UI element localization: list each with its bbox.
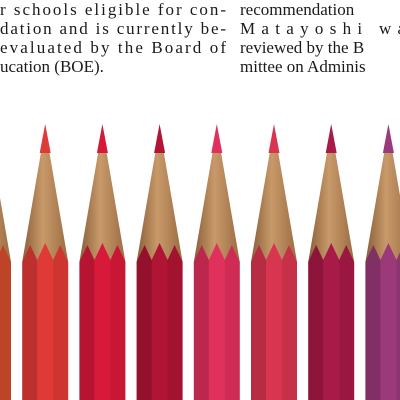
pencil-shade xyxy=(0,245,11,400)
pencil-lead xyxy=(39,124,51,153)
pencil-lead xyxy=(211,124,223,153)
pencil-shade xyxy=(282,245,297,400)
pencil-lead xyxy=(154,124,166,153)
text-line: dation and is currently be- xyxy=(0,19,226,38)
pencil-shade xyxy=(22,245,38,400)
pencil-lead xyxy=(96,124,108,153)
pencil-shade xyxy=(167,245,183,400)
pencil-wood xyxy=(0,197,11,262)
pencil-shade xyxy=(396,252,400,400)
pencil-lead xyxy=(382,124,394,153)
pencil-body xyxy=(22,243,69,400)
pencil-wood xyxy=(193,128,240,262)
pencil-shade xyxy=(308,245,324,400)
pencil-body xyxy=(308,243,355,400)
pencil-shade xyxy=(193,245,209,400)
text-line: r schools eligible for con- xyxy=(0,0,226,19)
pencil-illustration xyxy=(0,124,400,400)
pencil-shade xyxy=(339,245,355,400)
pencil-shade xyxy=(224,245,240,400)
pencil-wood xyxy=(251,128,297,262)
pencil-body xyxy=(0,245,11,400)
text-line: ucation (BOE). xyxy=(0,57,104,76)
text-line: recommendation xyxy=(240,0,355,19)
pencil-shade xyxy=(136,245,152,400)
pencil-shade xyxy=(79,245,95,400)
pencil-body xyxy=(251,243,297,400)
pencil-body xyxy=(365,243,400,400)
text-line: reviewed by the B xyxy=(240,38,364,57)
pencil-wood xyxy=(79,128,126,262)
pencil-wood xyxy=(22,128,69,262)
text-line: mittee on Adminis xyxy=(240,57,366,76)
pencil-shade xyxy=(53,245,69,400)
pencil-wood xyxy=(136,128,183,262)
pencil-body xyxy=(136,243,183,400)
text-line: Matayoshi was xyxy=(240,19,400,38)
pencil-lead xyxy=(268,124,280,153)
pencil-wood xyxy=(308,128,355,262)
text-columns: r schools eligible for con- dation and i… xyxy=(0,0,400,76)
pencil-shade xyxy=(251,245,266,400)
pencil-shade xyxy=(365,245,381,400)
pencil-wood xyxy=(365,128,400,262)
pencil-body xyxy=(79,243,126,400)
pencil-lead xyxy=(325,124,337,153)
pencil-shade xyxy=(110,245,126,400)
pencil-body xyxy=(193,243,240,400)
text-line: evaluated by the Board of xyxy=(0,38,226,57)
